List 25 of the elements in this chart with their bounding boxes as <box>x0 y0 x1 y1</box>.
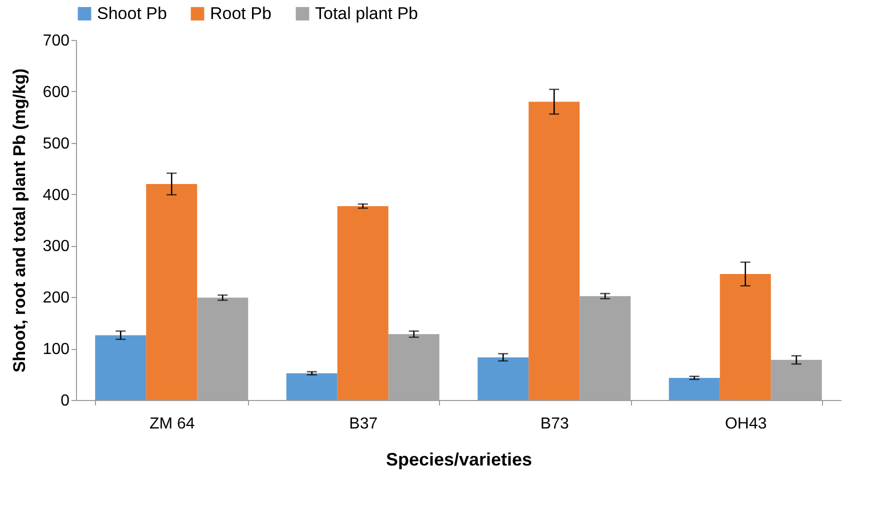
y-tick-label: 0 <box>60 392 70 410</box>
y-tick-label: 100 <box>42 341 70 358</box>
bar <box>720 274 771 400</box>
bar <box>286 373 338 400</box>
y-tick-label: 200 <box>42 290 70 307</box>
bar <box>478 357 529 400</box>
bar <box>528 102 580 400</box>
legend-label: Shoot Pb <box>97 4 167 23</box>
bar <box>95 335 146 400</box>
y-tick-label: 400 <box>42 186 70 204</box>
bar <box>668 378 720 400</box>
y-tick-label: 600 <box>42 84 70 101</box>
x-tick-label: ZM 64 <box>149 416 195 432</box>
x-tick-label: B73 <box>540 416 569 432</box>
y-tick-label: 300 <box>42 238 70 256</box>
bar <box>146 184 198 400</box>
x-axis-title: Species/varieties <box>386 450 532 470</box>
y-tick-label: 500 <box>42 135 70 152</box>
y-tick-label: 700 <box>42 32 70 50</box>
x-tick-label: OH43 <box>724 416 767 432</box>
legend-label: Total plant Pb <box>315 4 418 23</box>
y-axis-title: Shoot, root and total plant Pb (mg/kg) <box>10 68 29 373</box>
x-tick-label: B37 <box>349 416 378 432</box>
legend-label: Root Pb <box>210 4 272 23</box>
bar <box>337 206 388 400</box>
